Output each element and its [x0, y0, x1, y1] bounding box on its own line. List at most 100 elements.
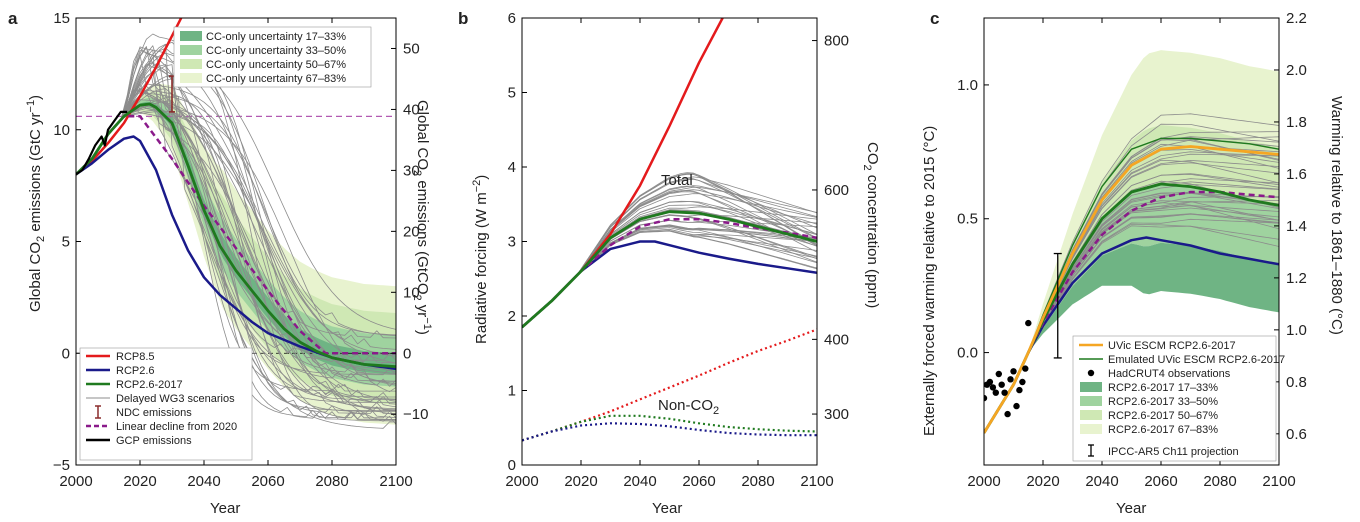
y-tick-label: 0.5: [957, 211, 978, 228]
observation-point: [1004, 410, 1011, 418]
y-tick-label: 6: [508, 10, 516, 27]
y-tick-right-label: 1.8: [1286, 114, 1307, 131]
x-tick-label: 2040: [623, 473, 656, 490]
panel-b-ylabel: Radiative forcing (W m−2): [471, 175, 490, 344]
legend-swatch-67-83: [180, 73, 202, 83]
observation-point: [986, 378, 994, 386]
panel-a-plot-area: [76, 18, 396, 429]
observation-point: [992, 389, 999, 396]
linear-decline-total-line: [522, 217, 817, 329]
observation-point: [998, 381, 1005, 388]
x-tick-label: 2000: [59, 473, 92, 490]
wg3-scenario-line: [76, 50, 396, 420]
annotation-non-co2: Non-CO2: [658, 397, 719, 417]
wg3-forcing-line: [522, 173, 817, 328]
y-tick-right-label: 600: [824, 182, 849, 199]
x-tick-label: 2080: [741, 473, 774, 490]
y-tick-right-label: 2.0: [1286, 62, 1307, 79]
legend-label: HadCRUT4 observations: [1108, 368, 1231, 380]
panel-a-xlabel: Year: [210, 500, 240, 517]
wg3-scenario-line: [76, 45, 396, 364]
legend-label: Delayed WG3 scenarios: [116, 393, 235, 405]
y-tick-right-label: 0.8: [1286, 374, 1307, 391]
y-tick-right-label: 800: [824, 33, 849, 50]
observation-point: [995, 370, 1002, 378]
rcp26-2017-total-line: [522, 210, 817, 329]
legend-swatch-33-50: [180, 45, 202, 55]
legend-marker-hadcrut: [1087, 369, 1095, 377]
x-tick-label: 2020: [564, 473, 597, 490]
annotation-total: Total: [661, 172, 693, 189]
y-tick-label: 0.0: [957, 345, 978, 362]
x-tick-label: 2020: [1026, 473, 1059, 490]
wg3-scenario-line: [76, 88, 396, 404]
y-tick-right-label: 400: [824, 331, 849, 348]
legend-label: RCP2.6-2017: [116, 379, 183, 391]
legend-label: RCP2.6-2017 67–83%: [1108, 424, 1218, 436]
uncertainty-band: [76, 97, 396, 387]
rcp26-nonco2-line: [522, 422, 817, 442]
y-tick-label: 10: [53, 122, 70, 139]
observation-point: [1025, 319, 1032, 327]
legend-label: Emulated UVic ESCM RCP2.6-2017: [1108, 354, 1285, 366]
y-tick-right-label: 1.2: [1286, 270, 1307, 287]
legend-label: GCP emissions: [116, 435, 192, 447]
legend-swatch-17-33: [180, 31, 202, 41]
y-tick-label: 0: [62, 345, 70, 362]
rcp26-line: [76, 135, 396, 371]
legend-label: Linear decline from 2020: [116, 421, 237, 433]
wg3-forcing-line: [522, 224, 817, 328]
y-tick-right-label: 1.4: [1286, 218, 1307, 235]
rcp26-2017-line: [76, 102, 396, 369]
x-tick-label: 2060: [251, 473, 284, 490]
panel-c-plot-area: [984, 50, 1279, 434]
y-tick-label: 4: [508, 159, 516, 176]
panel-c-ticks: 2000 2020 2040 2060 2080 2100 0.0 0.5 1.0 0.6 0.8 1…: [957, 10, 1307, 490]
wg3-forcing-line: [522, 173, 817, 328]
wg3-scenario-line: [76, 83, 396, 369]
panel-a: a 2000 2020 2040 2060 2080 2100−5051015−10010…: [8, 9, 433, 517]
y-tick-label: 5: [508, 85, 516, 102]
legend-swatch-67-83: [1080, 424, 1102, 434]
rcp26-2017-nonco2-line: [522, 414, 817, 442]
legend-swatch-50-67: [1080, 410, 1102, 420]
legend-ipcc-marker: [1088, 444, 1094, 457]
y-tick-label: 3: [508, 234, 516, 251]
legend-swatch-33-50: [1080, 396, 1102, 406]
panel-c-frame: [983, 17, 1280, 466]
panel-c: c 2000 2020 2040 2060 2080 2100 0.0 0.5 1.0 0.6 0.…: [921, 9, 1345, 517]
x-tick-label: 2080: [1203, 473, 1236, 490]
uncertainty-band: [984, 125, 1279, 433]
y-tick-right-label: 2.2: [1286, 10, 1307, 27]
panel-b-ylabel-right: CO2 concentration (ppm): [861, 142, 881, 308]
y-tick-right-label: 0.6: [1286, 426, 1307, 443]
x-tick-label: 2020: [123, 473, 156, 490]
panel-a-series-group: [76, 18, 396, 429]
legend-label: CC-only uncertainty 50–67%: [206, 59, 346, 71]
observation-point: [1001, 389, 1008, 396]
y-tick-label: 2: [508, 308, 516, 325]
panel-c-ylabel: Externally forced warming relative to 20…: [921, 126, 938, 436]
y-tick-label: 5: [62, 234, 70, 251]
x-tick-label: 2000: [505, 473, 538, 490]
wg3-scenario-line: [76, 99, 396, 401]
x-tick-label: 2100: [379, 473, 412, 490]
wg3-scenario-line: [76, 47, 396, 374]
panel-b-series-group: [522, 18, 817, 442]
x-tick-label: 2040: [1085, 473, 1118, 490]
legend-label: RCP8.5: [116, 351, 155, 363]
x-tick-label: 2060: [682, 473, 715, 490]
wg3-forcing-line: [522, 225, 817, 328]
y-tick-right-label: 20: [403, 223, 420, 240]
y-tick-right-label: 1.6: [1286, 166, 1307, 183]
legend-label: CC-only uncertainty 67–83%: [206, 73, 346, 85]
wg3-scenario-line: [76, 52, 396, 350]
panel-a-ylabel-right: Global CO2 emissions (GtCO2 yr−1): [411, 100, 433, 335]
wg3-scenario-line: [76, 47, 396, 400]
x-tick-label: 2040: [187, 473, 220, 490]
wg3-forcing-line: [522, 178, 817, 328]
observation-point: [1016, 386, 1023, 394]
panel-c-letter: c: [930, 9, 939, 28]
observation-point: [984, 394, 988, 402]
